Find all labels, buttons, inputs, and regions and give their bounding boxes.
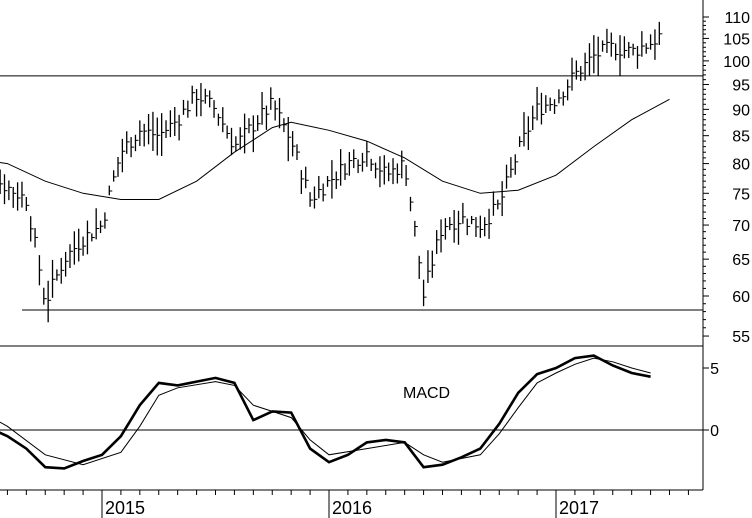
year-label: 2017 xyxy=(559,498,599,518)
macd-tick-label: 0 xyxy=(710,423,719,440)
macd-title: MACD xyxy=(403,385,450,402)
price-tick-label: 80 xyxy=(732,157,750,174)
price-tick-label: 75 xyxy=(732,186,750,203)
price-tick-label: 100 xyxy=(723,54,750,71)
macd-tick-label: 5 xyxy=(710,361,719,378)
price-panel: 110 105 100 95 90 85 80 75 70 65 60 55 xyxy=(0,0,750,490)
price-tick-label: 110 xyxy=(724,10,750,27)
year-label: 2015 xyxy=(105,498,145,518)
macd-panel: 50 xyxy=(0,354,719,470)
price-tick-label: 85 xyxy=(732,129,750,146)
year-label: 2016 xyxy=(332,498,372,518)
signal-line xyxy=(0,357,651,466)
moving-average-line xyxy=(0,98,670,200)
price-tick-label: 55 xyxy=(732,329,750,346)
price-tick-label: 105 xyxy=(723,31,750,48)
macd-line xyxy=(0,354,651,470)
price-tick-label: 60 xyxy=(732,289,750,306)
price-tick-label: 65 xyxy=(732,252,750,269)
price-tick-label: 70 xyxy=(732,218,750,235)
price-tick-label: 95 xyxy=(732,77,750,94)
price-tick-label: 90 xyxy=(732,102,750,119)
time-axis: 2015 2016 2017 xyxy=(0,489,703,518)
